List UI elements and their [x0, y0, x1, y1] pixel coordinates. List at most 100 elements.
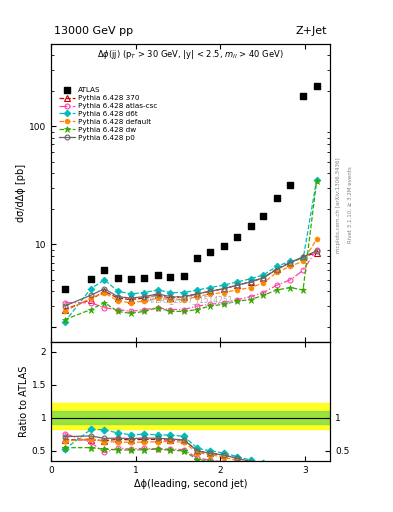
ATLAS: [141, 274, 147, 282]
Pythia 6.428 p0: [88, 292, 93, 298]
Pythia 6.428 370: [208, 288, 212, 294]
ATLAS: [207, 248, 213, 256]
Pythia 6.428 p0: [235, 282, 239, 288]
Pythia 6.428 atlas-csc: [261, 289, 266, 295]
Pythia 6.428 370: [142, 295, 147, 301]
Pythia 6.428 default: [102, 289, 107, 295]
Text: 13000 GeV pp: 13000 GeV pp: [54, 26, 133, 36]
Pythia 6.428 dw: [221, 301, 226, 307]
ATLAS: [220, 242, 227, 250]
Pythia 6.428 d6t: [168, 289, 173, 295]
Pythia 6.428 dw: [182, 308, 186, 314]
ATLAS: [248, 222, 254, 230]
Pythia 6.428 atlas-csc: [314, 247, 319, 253]
Pythia 6.428 atlas-csc: [155, 305, 160, 311]
Pythia 6.428 dw: [248, 296, 253, 303]
Pythia 6.428 default: [261, 280, 266, 286]
Pythia 6.428 atlas-csc: [128, 308, 133, 314]
Pythia 6.428 370: [314, 249, 319, 255]
ATLAS: [154, 271, 161, 279]
Y-axis label: Ratio to ATLAS: Ratio to ATLAS: [19, 366, 29, 437]
Pythia 6.428 p0: [128, 295, 133, 301]
Pythia 6.428 d6t: [221, 282, 226, 288]
Pythia 6.428 dw: [142, 308, 147, 314]
Pythia 6.428 370: [128, 296, 133, 303]
Pythia 6.428 dw: [301, 287, 305, 293]
Pythia 6.428 dw: [288, 285, 293, 291]
Pythia 6.428 d6t: [274, 263, 279, 269]
Pythia 6.428 370: [248, 279, 253, 285]
Pythia 6.428 atlas-csc: [168, 307, 173, 313]
Pythia 6.428 atlas-csc: [62, 300, 67, 306]
Pythia 6.428 dw: [102, 300, 107, 306]
Pythia 6.428 p0: [208, 288, 212, 294]
ATLAS: [234, 232, 240, 241]
Pythia 6.428 default: [62, 308, 67, 314]
Pythia 6.428 p0: [248, 279, 253, 285]
Pythia 6.428 370: [155, 292, 160, 298]
Y-axis label: dσ/dΔϕ [pb]: dσ/dΔϕ [pb]: [16, 163, 26, 222]
Pythia 6.428 default: [168, 296, 173, 303]
ATLAS: [260, 212, 266, 221]
Pythia 6.428 dw: [155, 305, 160, 311]
Text: Rivet 3.1.10, ≥ 3.2M events: Rivet 3.1.10, ≥ 3.2M events: [348, 166, 353, 243]
Pythia 6.428 d6t: [88, 286, 93, 292]
Pythia 6.428 default: [128, 300, 133, 306]
Pythia 6.428 default: [182, 296, 186, 303]
Pythia 6.428 d6t: [128, 291, 133, 297]
Pythia 6.428 p0: [221, 286, 226, 292]
Pythia 6.428 default: [208, 291, 212, 297]
Pythia 6.428 atlas-csc: [116, 307, 120, 313]
ATLAS: [101, 266, 108, 274]
Pythia 6.428 default: [195, 293, 200, 300]
Pythia 6.428 p0: [314, 248, 319, 254]
ATLAS: [314, 81, 320, 90]
Pythia 6.428 d6t: [314, 177, 319, 183]
Pythia 6.428 dw: [314, 178, 319, 184]
Line: Pythia 6.428 atlas-csc: Pythia 6.428 atlas-csc: [62, 247, 319, 314]
Pythia 6.428 default: [88, 295, 93, 301]
Pythia 6.428 default: [274, 269, 279, 275]
Pythia 6.428 dw: [235, 298, 239, 304]
Pythia 6.428 370: [88, 296, 93, 303]
Pythia 6.428 d6t: [208, 285, 212, 291]
ATLAS: [274, 194, 280, 202]
Pythia 6.428 atlas-csc: [221, 300, 226, 306]
Pythia 6.428 370: [221, 286, 226, 292]
Pythia 6.428 atlas-csc: [182, 307, 186, 313]
Pythia 6.428 atlas-csc: [195, 303, 200, 309]
ATLAS: [167, 273, 173, 281]
Pythia 6.428 d6t: [288, 258, 293, 264]
Text: ATLAS_2017_I1514251: ATLAS_2017_I1514251: [147, 295, 234, 304]
Pythia 6.428 p0: [288, 260, 293, 266]
Pythia 6.428 370: [182, 293, 186, 300]
Pythia 6.428 d6t: [142, 289, 147, 295]
Pythia 6.428 dw: [88, 307, 93, 313]
Pythia 6.428 p0: [62, 303, 67, 309]
Pythia 6.428 atlas-csc: [288, 276, 293, 283]
Pythia 6.428 dw: [116, 308, 120, 314]
ATLAS: [181, 272, 187, 280]
Pythia 6.428 p0: [116, 293, 120, 300]
Legend: ATLAS, Pythia 6.428 370, Pythia 6.428 atlas-csc, Pythia 6.428 d6t, Pythia 6.428 : ATLAS, Pythia 6.428 370, Pythia 6.428 at…: [57, 86, 158, 142]
Pythia 6.428 d6t: [62, 319, 67, 325]
Line: Pythia 6.428 dw: Pythia 6.428 dw: [61, 178, 320, 323]
Pythia 6.428 default: [301, 258, 305, 264]
Pythia 6.428 atlas-csc: [248, 293, 253, 300]
Pythia 6.428 370: [62, 307, 67, 313]
Pythia 6.428 p0: [274, 267, 279, 273]
Pythia 6.428 d6t: [248, 276, 253, 282]
Pythia 6.428 default: [116, 298, 120, 304]
Pythia 6.428 atlas-csc: [88, 300, 93, 306]
ATLAS: [300, 92, 306, 100]
Pythia 6.428 default: [288, 263, 293, 269]
Pythia 6.428 370: [235, 282, 239, 288]
Pythia 6.428 370: [301, 254, 305, 260]
Line: Pythia 6.428 d6t: Pythia 6.428 d6t: [62, 178, 319, 325]
Line: Pythia 6.428 p0: Pythia 6.428 p0: [62, 248, 319, 308]
Pythia 6.428 dw: [62, 316, 67, 323]
X-axis label: Δϕ(leading, second jet): Δϕ(leading, second jet): [134, 479, 247, 489]
Pythia 6.428 default: [248, 285, 253, 291]
Text: mcplots.cern.ch [arXiv:1306.3436]: mcplots.cern.ch [arXiv:1306.3436]: [336, 157, 341, 252]
Pythia 6.428 default: [221, 289, 226, 295]
